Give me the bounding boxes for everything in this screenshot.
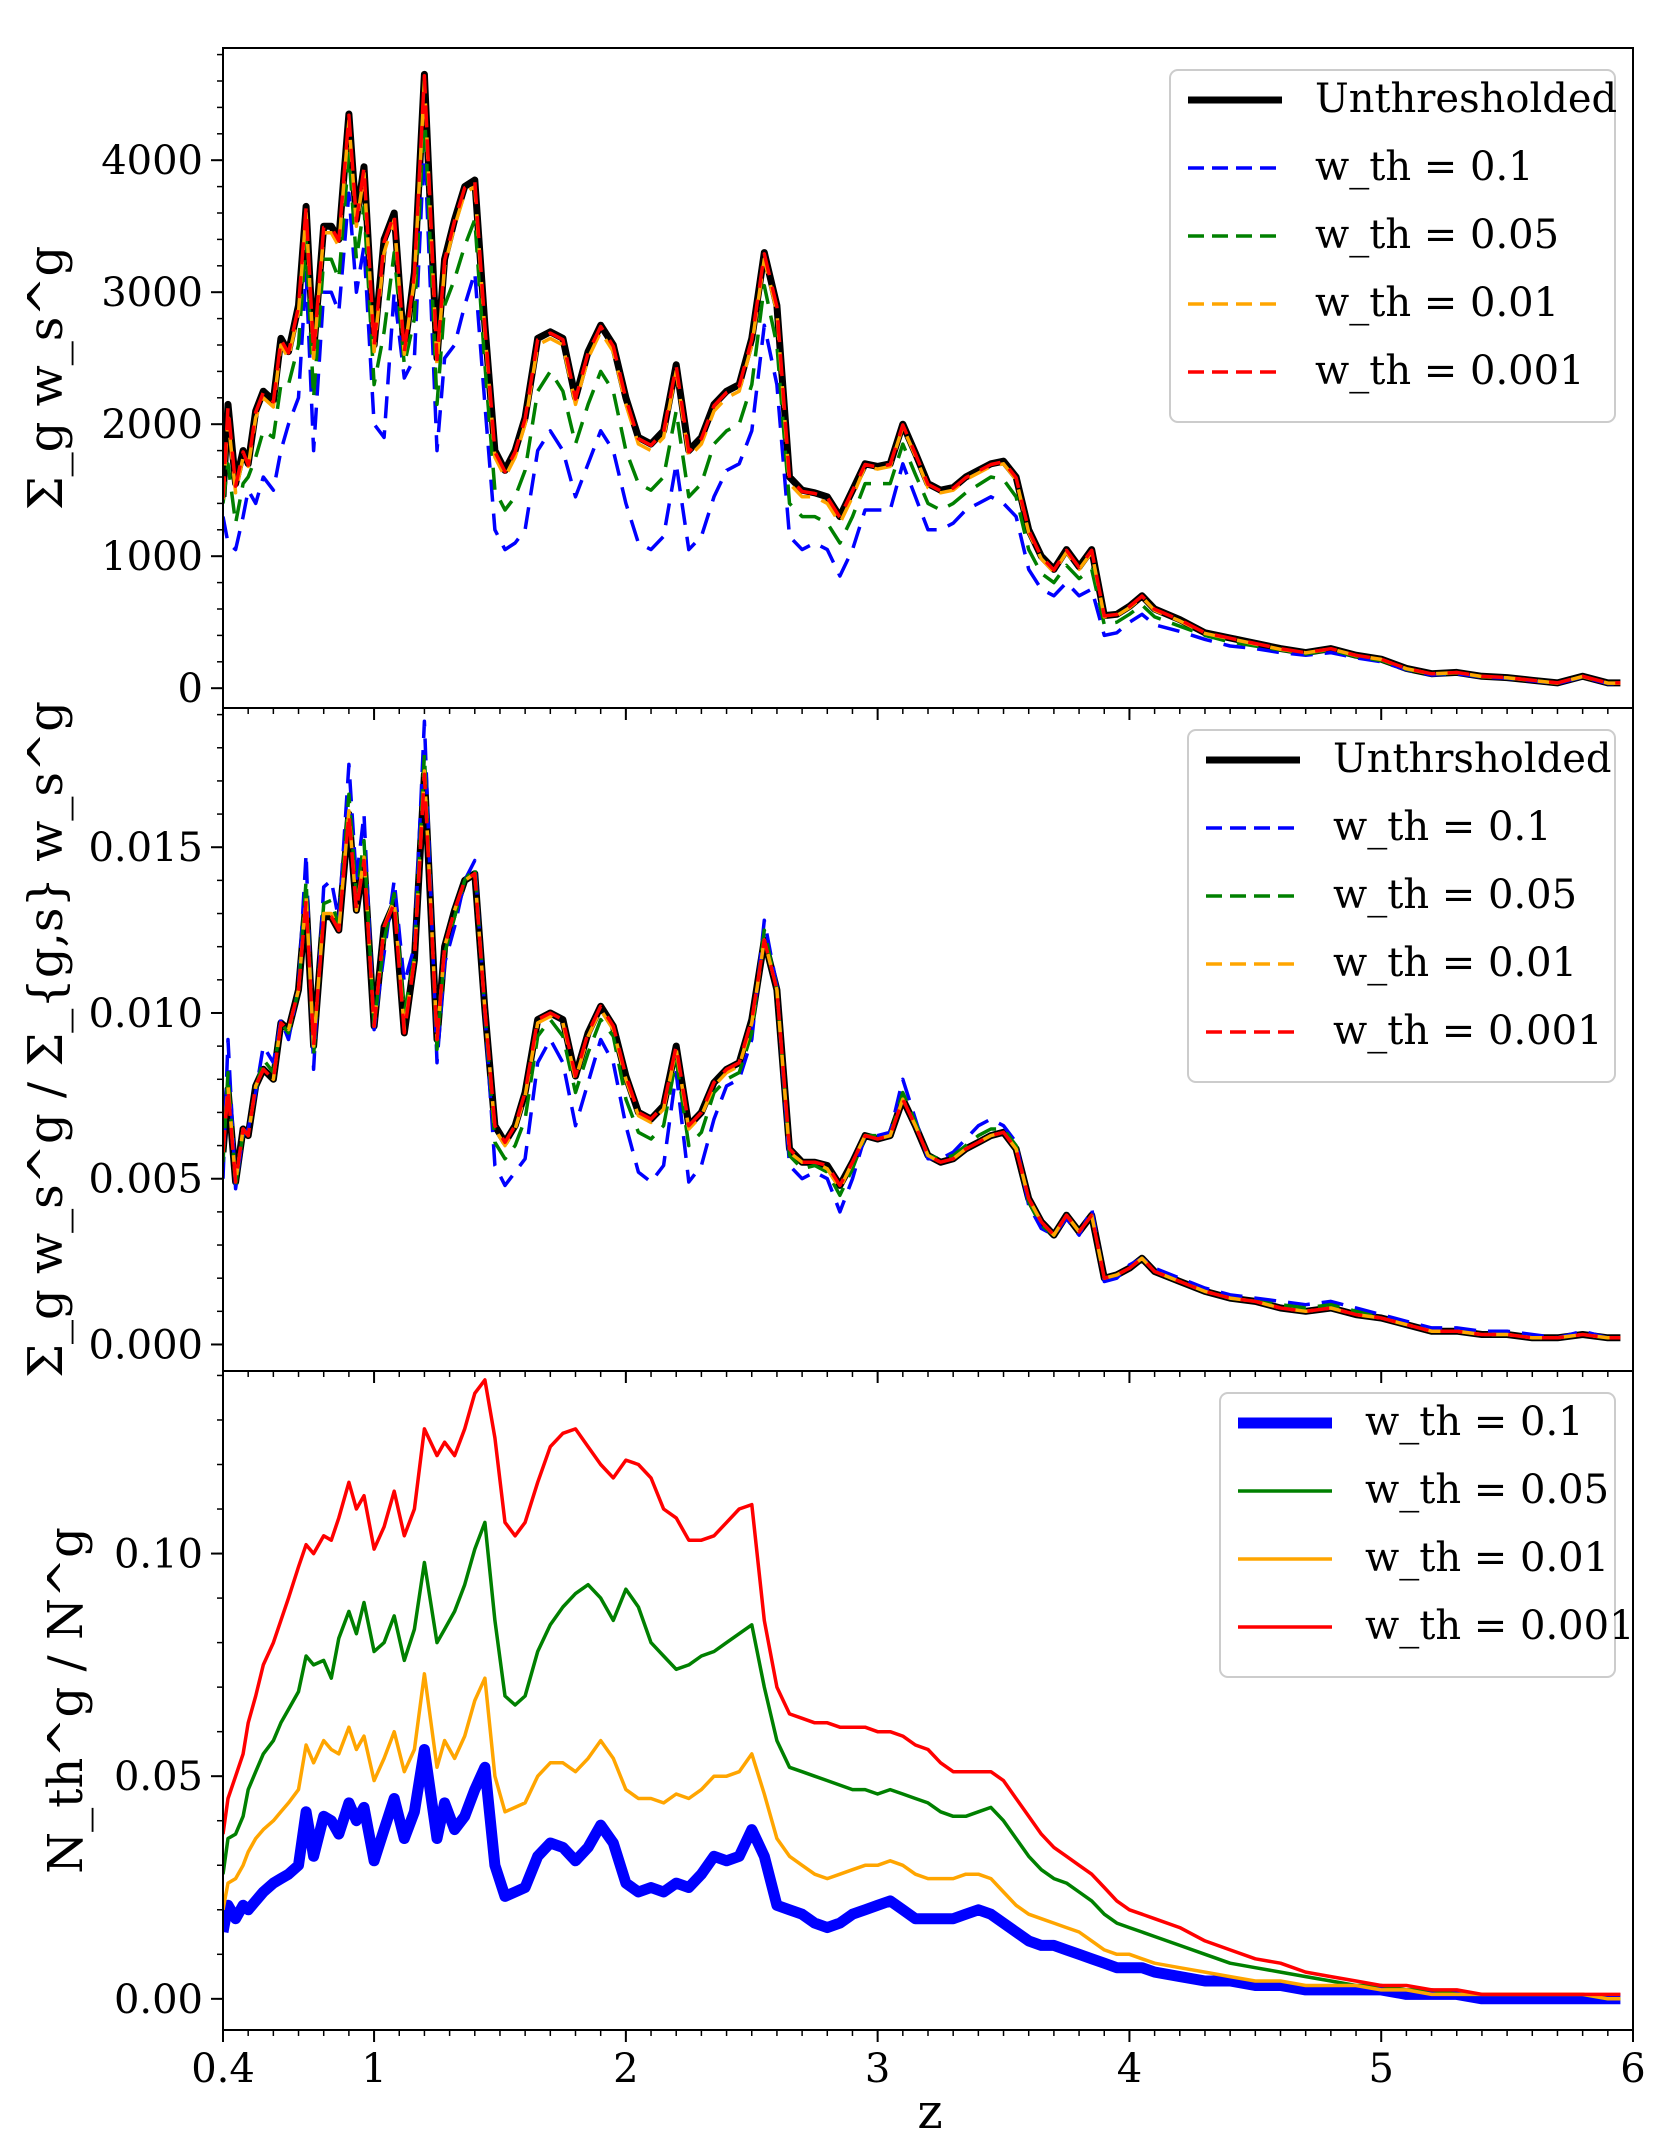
legend-label: w_th = 0.1 — [1315, 144, 1534, 190]
legend-box — [1169, 69, 1616, 423]
x-axis-label: z — [917, 2084, 942, 2140]
legend-label: w_th = 0.05 — [1333, 872, 1577, 918]
legend-label: w_th = 0.001 — [1315, 348, 1585, 394]
y-tick-label: 0.015 — [88, 825, 203, 871]
x-tick-label: 4 — [1117, 2046, 1142, 2092]
legend-label: Unthresholded — [1315, 76, 1617, 122]
y-tick-label: 0.05 — [114, 1754, 203, 1800]
legend-label: w_th = 0.05 — [1315, 212, 1559, 258]
legend: Unthrsholded w_th = 0.1 w_th = 0.05 w_th = … — [1187, 729, 1616, 1083]
legend-label: w_th = 0.01 — [1365, 1535, 1609, 1581]
legend-box — [1187, 729, 1616, 1083]
y-tick-label: 1000 — [101, 534, 203, 580]
x-tick-label: 0.4 — [191, 2046, 255, 2092]
series-line-0_05 — [223, 105, 1621, 685]
legend-label: w_th = 0.01 — [1315, 280, 1559, 326]
series-line-0_01 — [223, 1672, 1621, 2001]
panel-top: 0 1000 2000 3000 4000 Σ_g w_s^g Unthresholded w… — [18, 47, 1634, 720]
series-line-0_001 — [223, 772, 1621, 1340]
y-tick-label: 3000 — [101, 270, 203, 316]
series-group — [223, 719, 1621, 1342]
series-group — [223, 70, 1621, 687]
legend: w_th = 0.1 w_th = 0.05 w_th = 0.01 w_th = 0… — [1219, 1392, 1635, 1678]
y-tick-label: 2000 — [101, 402, 203, 448]
legend-label: w_th = 0.001 — [1365, 1603, 1635, 1649]
y-axis-label: N_th^g / N^g — [38, 1527, 94, 1874]
y-tick-label: 0.005 — [88, 1157, 203, 1203]
y-tick-label: 0 — [178, 666, 203, 712]
x-tick-label: 1 — [361, 2046, 386, 2092]
y-tick-label: 4000 — [101, 138, 203, 184]
panel-frame — [222, 1370, 1634, 2031]
series-line-0_001 — [223, 1378, 1621, 1997]
y-tick-label: 0.00 — [114, 1977, 203, 2023]
series-line-0_1 — [223, 719, 1621, 1340]
x-tick-label: 2 — [613, 2046, 638, 2092]
series-line-0_05 — [223, 1520, 1621, 2001]
legend: Unthresholded w_th = 0.1 w_th = 0.05 w_th =… — [1169, 69, 1617, 423]
y-tick-label: 0.010 — [88, 991, 203, 1037]
panel-bottom: 0.000.050.10N_th^g / N^gw_th = 0.1w_th =… — [38, 1370, 1646, 2092]
legend-label: w_th = 0.001 — [1333, 1008, 1603, 1054]
series-group — [223, 1378, 1621, 2005]
panels: 0 1000 2000 3000 4000 Σ_g w_s^g Unthresholded w… — [18, 47, 1646, 2092]
y-tick-label: 0.10 — [114, 1532, 203, 1578]
legend-box — [1219, 1392, 1616, 1678]
y-axis-label: Σ_g w_s^g / Σ_{g,s} w_s^g — [18, 701, 74, 1378]
series-line-0_1 — [223, 138, 1621, 686]
legend-label: w_th = 0.01 — [1333, 940, 1577, 986]
legend-label: w_th = 0.05 — [1365, 1467, 1609, 1513]
legend-label: w_th = 0.1 — [1365, 1399, 1584, 1445]
panel-middle: 0.000 0.005 0.010 0.015 Σ_g w_s^g / Σ_{g,s} … — [18, 701, 1634, 1383]
series-line-0_001 — [223, 73, 1621, 685]
legend-label: Unthrsholded — [1333, 736, 1611, 782]
series-line-0_1 — [223, 1744, 1621, 2005]
legend-label: w_th = 0.1 — [1333, 804, 1552, 850]
y-tick-label: 0.000 — [88, 1322, 203, 1368]
x-tick-label: 3 — [865, 2046, 890, 2092]
y-axis-label: Σ_g w_s^g — [18, 246, 74, 511]
x-tick-label: 6 — [1620, 2046, 1645, 2092]
x-tick-label: 5 — [1368, 2046, 1393, 2092]
